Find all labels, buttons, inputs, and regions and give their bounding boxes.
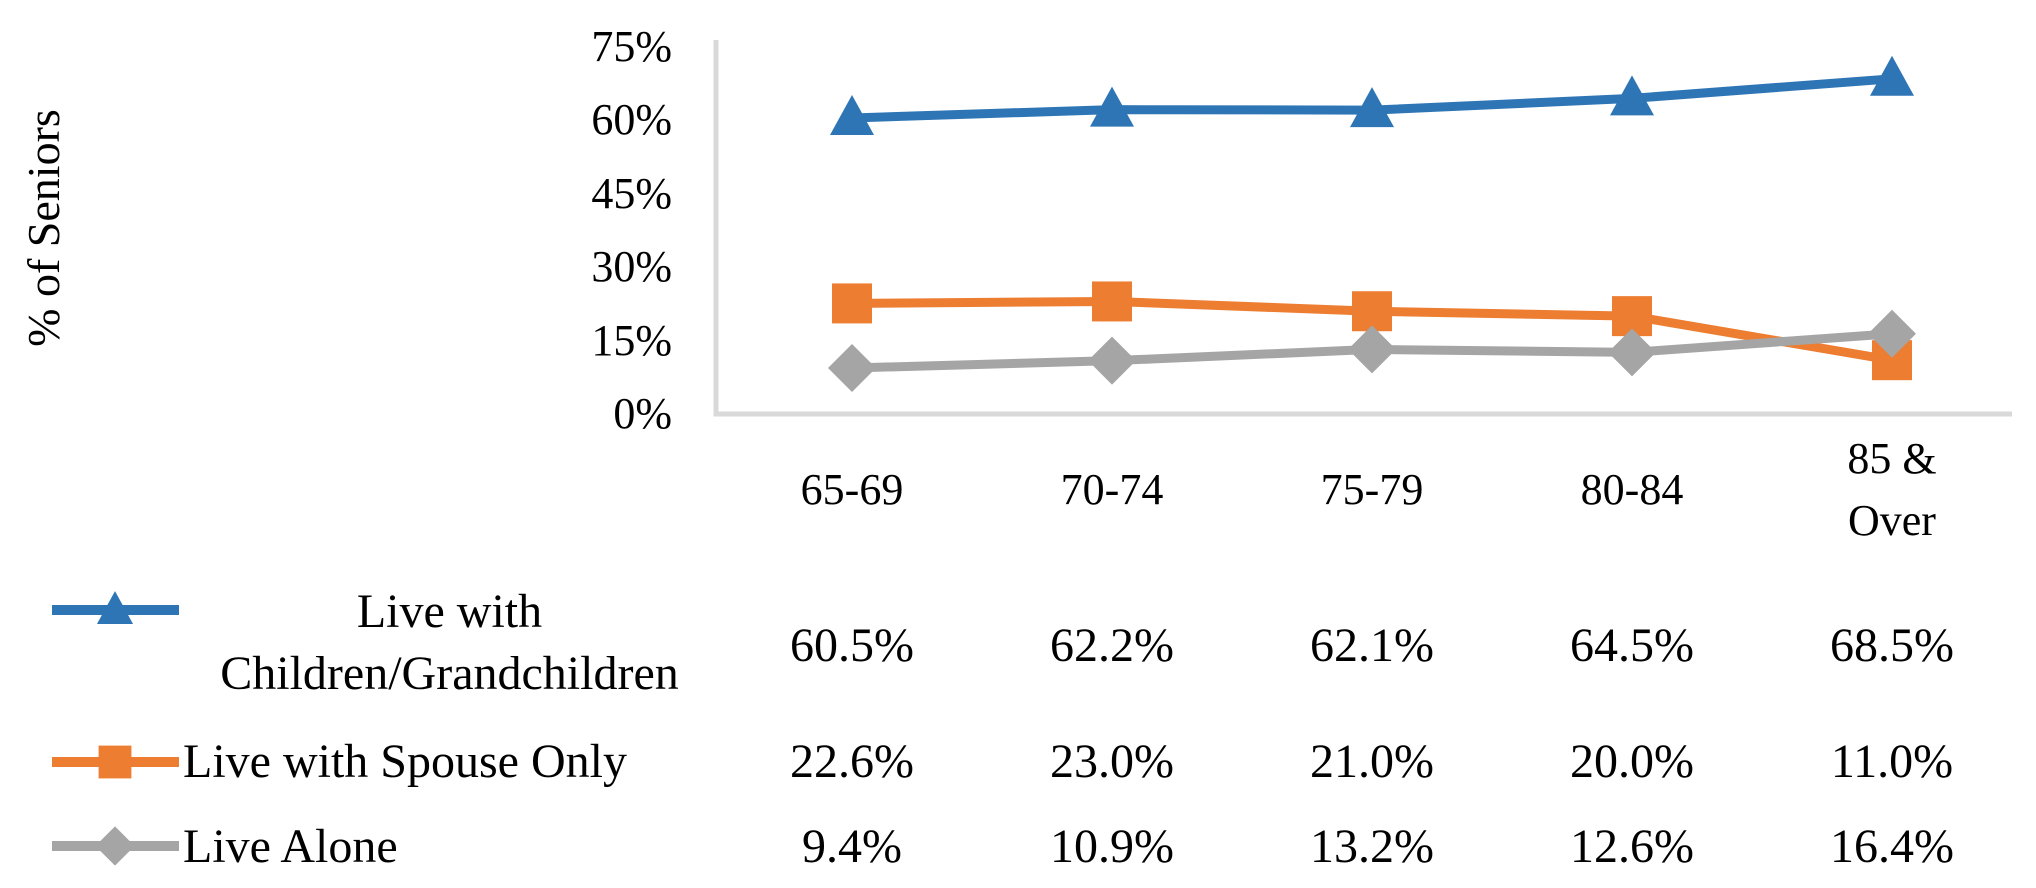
y-axis-title: % of Seniors: [18, 109, 69, 347]
series-marker-square: [1352, 291, 1392, 332]
legend-item-label: Live with Spouse Only: [183, 735, 627, 788]
series-marker-diamond: [1868, 309, 1916, 358]
legend-marker-triangle: [96, 591, 134, 624]
series-marker-diamond: [1608, 328, 1656, 377]
series-marker-square: [1092, 281, 1132, 322]
legend-item-label: Live Alone: [183, 820, 398, 873]
value-cell: 64.5%: [1570, 619, 1694, 672]
series-marker-triangle: [830, 94, 874, 135]
value-cell: 21.0%: [1310, 735, 1434, 788]
value-cell: 9.4%: [802, 820, 902, 873]
value-cell: 68.5%: [1830, 619, 1954, 672]
axis-lines: [713, 40, 2012, 417]
series-marker-diamond: [1088, 336, 1136, 385]
series-marker-square: [832, 283, 872, 324]
y-axis-tick-label: 75%: [591, 22, 672, 71]
y-axis-tick-label: 0%: [613, 389, 672, 438]
series-marker-triangle: [1610, 75, 1654, 116]
y-axis-tick-label: 15%: [591, 315, 672, 365]
value-cell: 62.1%: [1310, 619, 1434, 672]
value-cell: 62.2%: [1050, 619, 1174, 672]
x-axis-tick-label: 75-79: [1320, 465, 1424, 514]
value-cell: 16.4%: [1830, 820, 1954, 873]
legend-marker-square: [98, 745, 132, 779]
series-marker-diamond: [1348, 325, 1396, 374]
x-axis-tick-label: 70-74: [1060, 465, 1164, 514]
value-cell: 20.0%: [1570, 735, 1694, 788]
value-cell: 10.9%: [1050, 820, 1174, 873]
y-axis-tick-label: 30%: [591, 242, 672, 292]
value-cell: 13.2%: [1310, 820, 1434, 873]
value-cell: 11.0%: [1830, 735, 1954, 788]
y-axis-tick-label: 60%: [591, 95, 672, 145]
series-marker-triangle: [1350, 87, 1394, 128]
legend-item-label: Live with Children/Grandchildren: [220, 585, 679, 700]
series-marker-diamond: [828, 344, 876, 393]
x-axis-tick-label: 65-69: [800, 465, 904, 514]
value-cell: 12.6%: [1570, 820, 1694, 873]
value-cell: 23.0%: [1050, 735, 1174, 788]
legend-marker-diamond: [95, 826, 135, 866]
x-axis-tick-label: 80-84: [1580, 465, 1684, 514]
value-cell: 60.5%: [790, 619, 914, 672]
value-cell: 22.6%: [790, 735, 914, 788]
series-marker-triangle: [1870, 55, 1914, 96]
x-axis-tick-label: 85 & Over: [1847, 434, 1937, 545]
series-marker-triangle: [1090, 86, 1134, 127]
y-axis-tick-label: 45%: [591, 168, 672, 218]
